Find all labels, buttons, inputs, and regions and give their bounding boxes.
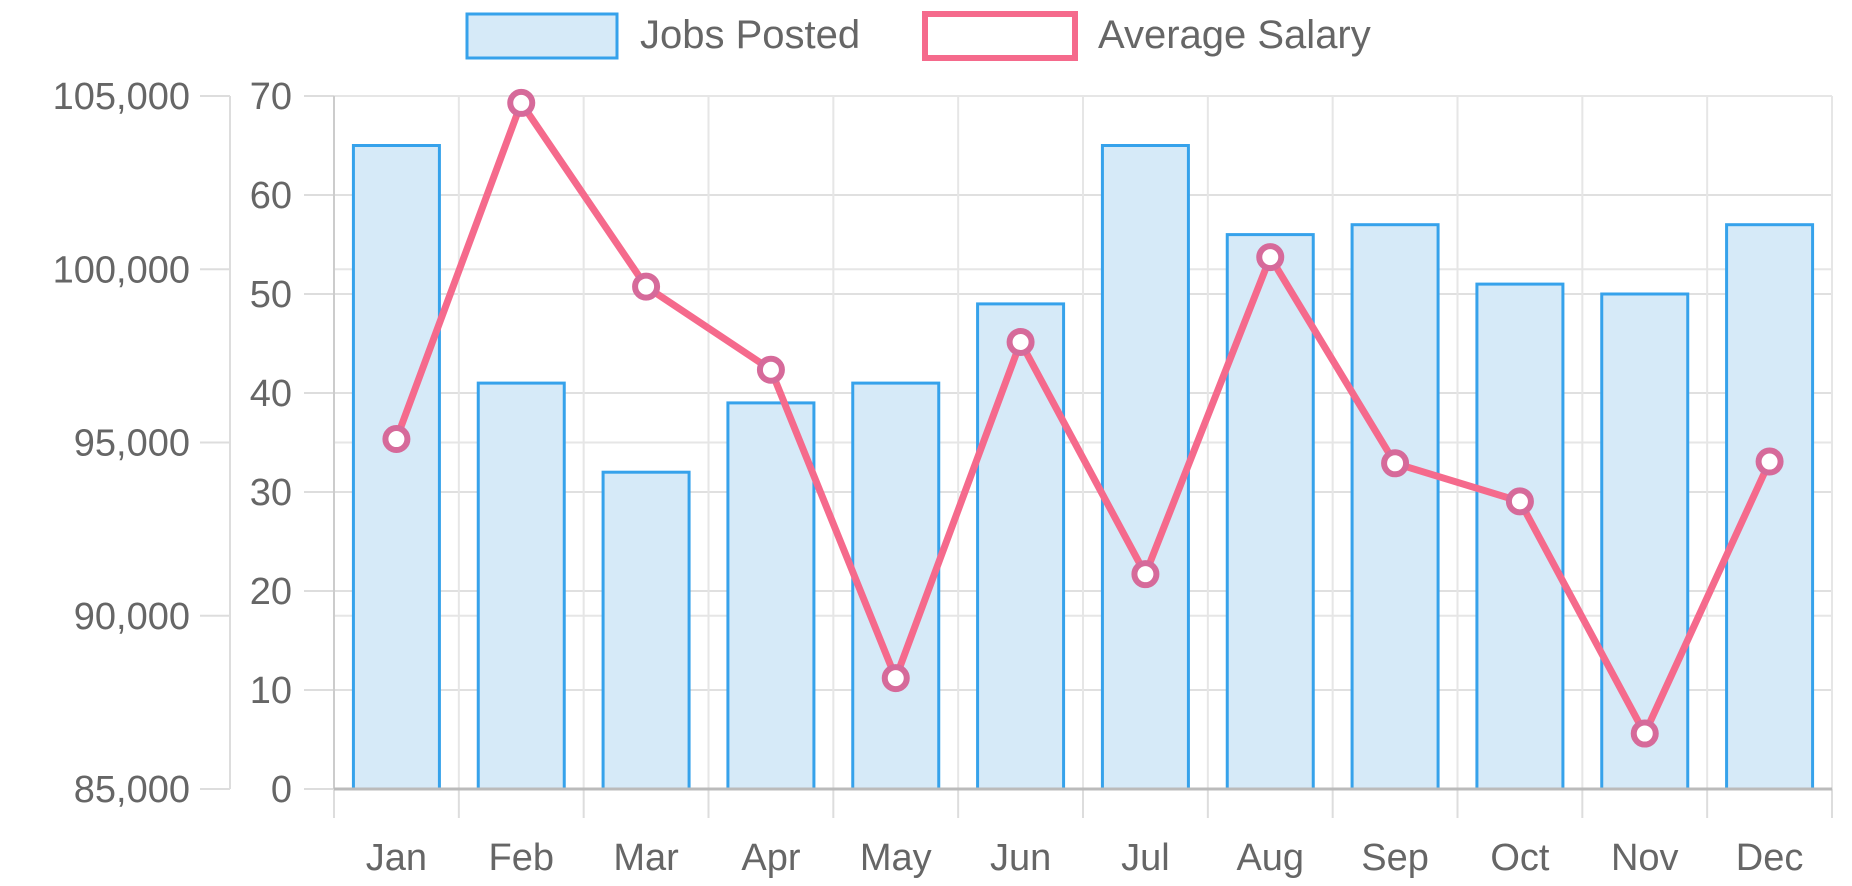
salary-point-oct (1505, 487, 1534, 516)
legend-swatch-jobs-posted (465, 12, 619, 60)
salary-point-jan (382, 425, 411, 454)
y-salary-tick-label: 105,000 (53, 76, 190, 118)
x-tick-label: Mar (613, 837, 679, 879)
salary-point-apr (756, 355, 785, 384)
salary-point-feb (507, 88, 536, 117)
bar-oct (1475, 282, 1565, 791)
y-left-tick-label: 20 (250, 571, 292, 613)
bar-apr (726, 401, 816, 791)
y-salary-tick-label: 85,000 (74, 769, 190, 811)
salary-point-may (881, 664, 910, 693)
salary-point-jun (1006, 328, 1035, 357)
bar-dec (1725, 223, 1815, 791)
bar-may (851, 381, 941, 791)
legend-label-average-salary: Average Salary (1098, 13, 1371, 57)
legend-swatch-average-salary (922, 11, 1078, 61)
legend: Jobs Posted Average Salary (465, 11, 1371, 61)
salary-point-aug (1256, 243, 1285, 272)
y-left-tick-label: 50 (250, 274, 292, 316)
salary-point-jul (1131, 560, 1160, 589)
axes: 0 10 20 30 40 50 60 70 85,000 90,000 95,000 100,000… (53, 76, 1833, 879)
x-tick-label: Jun (990, 837, 1051, 879)
bar-feb (476, 381, 566, 791)
bar-aug (1225, 233, 1315, 791)
y-salary-tick-label: 100,000 (53, 249, 190, 291)
x-tick-label: Nov (1611, 837, 1679, 879)
y-salary-tick-label: 95,000 (74, 423, 190, 465)
line-series-average-salary (382, 88, 1784, 748)
bar-jan (351, 144, 441, 791)
x-tick-label: Aug (1236, 837, 1304, 879)
y-left-tick-label: 70 (250, 76, 292, 118)
y-left-tick-label: 40 (250, 373, 292, 415)
y-salary-tick-label: 90,000 (74, 596, 190, 638)
salary-point-mar (632, 272, 661, 301)
bar-jul (1100, 144, 1190, 791)
y-left-tick-label: 30 (250, 472, 292, 514)
bar-sep (1350, 223, 1440, 791)
bar-mar (601, 470, 691, 791)
legend-label-jobs-posted: Jobs Posted (640, 13, 860, 57)
y-left-tick-label: 60 (250, 175, 292, 217)
x-tick-label: Sep (1361, 837, 1429, 879)
bar-nov (1600, 292, 1690, 791)
y-left-tick-label: 10 (250, 670, 292, 712)
salary-line-path (392, 99, 1774, 738)
x-tick-label: Dec (1736, 837, 1804, 879)
x-tick-label: Oct (1490, 837, 1550, 879)
salary-point-sep (1381, 449, 1410, 478)
bar-series-jobs-posted (351, 144, 1815, 791)
salary-point-dec (1755, 447, 1784, 476)
x-tick-label: Jul (1121, 837, 1170, 879)
y-left-tick-label: 0 (271, 769, 292, 811)
x-tick-label: Feb (489, 837, 554, 879)
salary-point-nov (1630, 719, 1659, 748)
x-tick-label: May (860, 837, 932, 879)
x-tick-label: Apr (741, 837, 800, 879)
x-tick-label: Jan (366, 837, 427, 879)
bar-jun (976, 302, 1066, 791)
